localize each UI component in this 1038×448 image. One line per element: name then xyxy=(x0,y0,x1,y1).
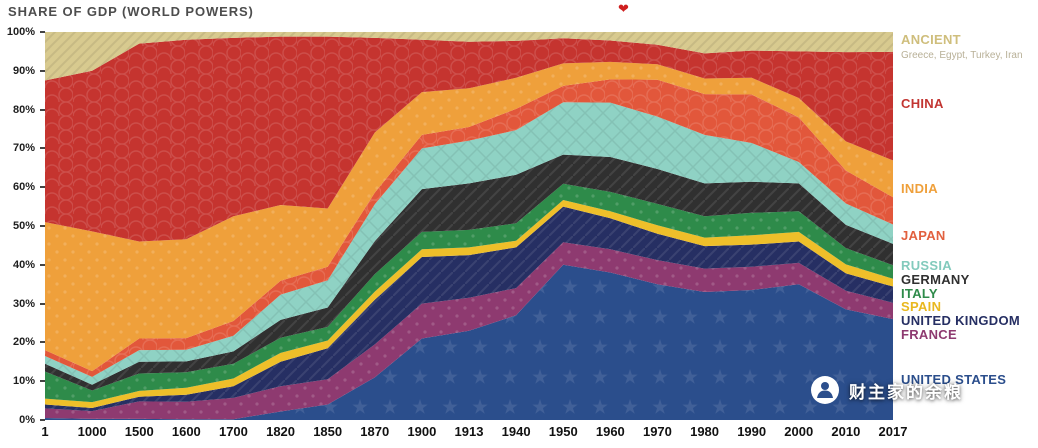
chart-legend: ANCIENT Greece, Egypt, Turkey, Iran CHIN… xyxy=(901,32,1038,420)
y-axis-label: 40% xyxy=(12,258,35,271)
x-axis-label: 1870 xyxy=(360,424,390,439)
x-axis-label: 1820 xyxy=(266,424,296,439)
y-axis-tick xyxy=(40,380,45,383)
y-axis: 100% 90% 80% 70% 60% 50% 40% 30% 20% 10% 0% xyxy=(0,26,45,426)
legend-label: RUSSIA xyxy=(901,258,952,273)
legend-label: FRANCE xyxy=(901,327,957,342)
y-axis-tick xyxy=(40,341,45,344)
legend-item-germany: GERMANY xyxy=(901,272,970,287)
y-axis-label: 0% xyxy=(19,414,35,426)
x-axis-label: 1700 xyxy=(218,424,248,439)
y-axis-tick xyxy=(40,31,45,33)
legend-item-united-kingdom: UNITED KINGDOM xyxy=(901,313,1020,328)
y-axis-label: 50% xyxy=(12,220,35,232)
x-axis-label: 1500 xyxy=(124,424,154,439)
legend-label: CHINA xyxy=(901,96,944,111)
watermark-logo-icon xyxy=(811,376,839,404)
legend-item-china: CHINA xyxy=(901,96,944,111)
area-pattern-germany xyxy=(45,154,893,391)
legend-label: UNITED KINGDOM xyxy=(901,313,1021,328)
y-axis-tick xyxy=(40,69,45,72)
legend-item-france: FRANCE xyxy=(901,327,957,342)
x-axis-label: 1850 xyxy=(313,424,343,439)
legend-label: ITALY xyxy=(901,286,938,301)
y-axis-tick xyxy=(40,186,45,189)
area-pattern-us xyxy=(45,264,893,420)
legend-label: JAPAN xyxy=(901,228,946,243)
y-axis-label: 20% xyxy=(12,336,35,349)
area-pattern-china xyxy=(45,36,893,242)
chart-plot-area xyxy=(45,32,893,420)
red-heart-icon: ❤ xyxy=(618,1,629,16)
y-axis-label: 100% xyxy=(6,26,35,38)
x-axis-label: 2010 xyxy=(831,424,861,439)
legend-label: INDIA xyxy=(901,181,938,196)
area-pattern-russia xyxy=(45,102,893,385)
legend-label: UNITED STATES xyxy=(901,372,1007,387)
x-axis-label: 1980 xyxy=(690,424,720,439)
stacked-area-chart xyxy=(45,32,893,420)
y-axis-tick xyxy=(40,302,45,305)
x-axis-label: 1600 xyxy=(171,424,201,439)
legend-sublabel: Greece, Egypt, Turkey, Iran xyxy=(901,50,1023,61)
x-axis-label: 1900 xyxy=(407,424,437,439)
x-axis-label: 1960 xyxy=(595,424,625,439)
x-axis-label: 1940 xyxy=(501,424,531,439)
x-axis-label: 2017 xyxy=(878,424,908,439)
y-axis-tick xyxy=(40,147,45,150)
legend-item-japan: JAPAN xyxy=(901,228,946,243)
legend-item-russia: RUSSIA xyxy=(901,258,952,273)
x-axis-label: 1950 xyxy=(548,424,578,439)
y-axis-tick xyxy=(40,263,45,266)
legend-item-india: INDIA xyxy=(901,181,938,196)
x-axis-label: 1970 xyxy=(642,424,672,439)
area-pattern-japan xyxy=(45,79,893,377)
x-axis: 1 1000 1500 1600 1700 1820 1850 1870 1900 1913 194… xyxy=(41,424,907,444)
x-axis-label: 1000 xyxy=(77,424,107,439)
area-pattern-india xyxy=(45,61,893,372)
y-axis-tick xyxy=(40,108,45,111)
y-axis-tick xyxy=(40,225,45,227)
legend-item-spain: SPAIN xyxy=(901,299,941,314)
legend-label: GERMANY xyxy=(901,272,970,287)
y-axis-label: 90% xyxy=(12,64,35,77)
y-axis-label: 60% xyxy=(12,181,35,194)
x-axis-label: 2000 xyxy=(784,424,814,439)
area-pattern-italy xyxy=(45,183,893,403)
legend-label: ANCIENT xyxy=(901,32,961,47)
legend-item-united-states: UNITED STATES xyxy=(901,372,1006,387)
x-axis-label: 1 xyxy=(41,424,49,439)
x-axis-label: 1913 xyxy=(454,424,484,439)
y-axis-label: 30% xyxy=(12,297,35,310)
y-axis-label: 80% xyxy=(12,103,35,116)
watermark-text: 财主家的余粮 xyxy=(849,382,963,402)
watermark: 财主家的余粮 xyxy=(810,375,963,405)
x-axis-label: 1990 xyxy=(737,424,767,439)
legend-label: SPAIN xyxy=(901,299,942,314)
y-axis-tick xyxy=(40,419,45,421)
area-pattern-uk xyxy=(45,206,893,412)
area-pattern-ancient xyxy=(45,32,893,81)
legend-item-ancient: ANCIENT Greece, Egypt, Turkey, Iran xyxy=(901,32,1023,61)
legend-item-italy: ITALY xyxy=(901,286,938,301)
chart-title: SHARE OF GDP (WORLD POWERS) xyxy=(8,4,254,19)
y-axis-label: 70% xyxy=(12,142,35,155)
area-pattern-france xyxy=(45,242,893,420)
y-axis-label: 10% xyxy=(12,375,35,388)
